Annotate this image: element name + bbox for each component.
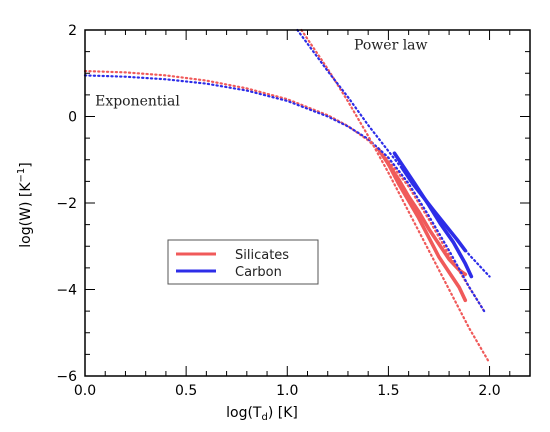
- annotation-exponential: Exponential: [95, 94, 180, 110]
- y-tick-label: −4: [56, 283, 77, 299]
- series-line-4: [83, 69, 487, 315]
- y-tick-label: 0: [68, 110, 77, 126]
- legend-label-carbon: Carbon: [235, 265, 282, 280]
- series-layer: [83, 28, 491, 365]
- x-tick-label: 0.5: [175, 383, 197, 399]
- legend-label-silicates: Silicates: [235, 248, 289, 263]
- legend: Silicates Carbon: [167, 239, 319, 285]
- y-tick-label: −2: [56, 196, 77, 212]
- y-axis-label: log(W) [K−1]: [16, 162, 34, 247]
- y-tick-label: −6: [56, 369, 77, 385]
- x-tick-label: 1.0: [276, 383, 298, 399]
- x-axis-label: log(Td) [K]: [226, 405, 298, 423]
- y-tick-label: 2: [68, 23, 77, 39]
- axis-ticks: 0.0 0.5 1.0 1.5 2.0 2 0 −2 −4 −6: [56, 23, 531, 399]
- x-tick-label: 1.5: [377, 383, 399, 399]
- x-tick-label: 0.0: [74, 383, 96, 399]
- x-tick-label: 2.0: [478, 383, 500, 399]
- plot-frame: [84, 29, 531, 377]
- annotation-power-law: Power law: [354, 37, 428, 53]
- series-line-7: [296, 28, 491, 278]
- legend-box: [167, 239, 319, 285]
- series-line-5: [83, 74, 487, 315]
- series-line-6: [300, 28, 491, 365]
